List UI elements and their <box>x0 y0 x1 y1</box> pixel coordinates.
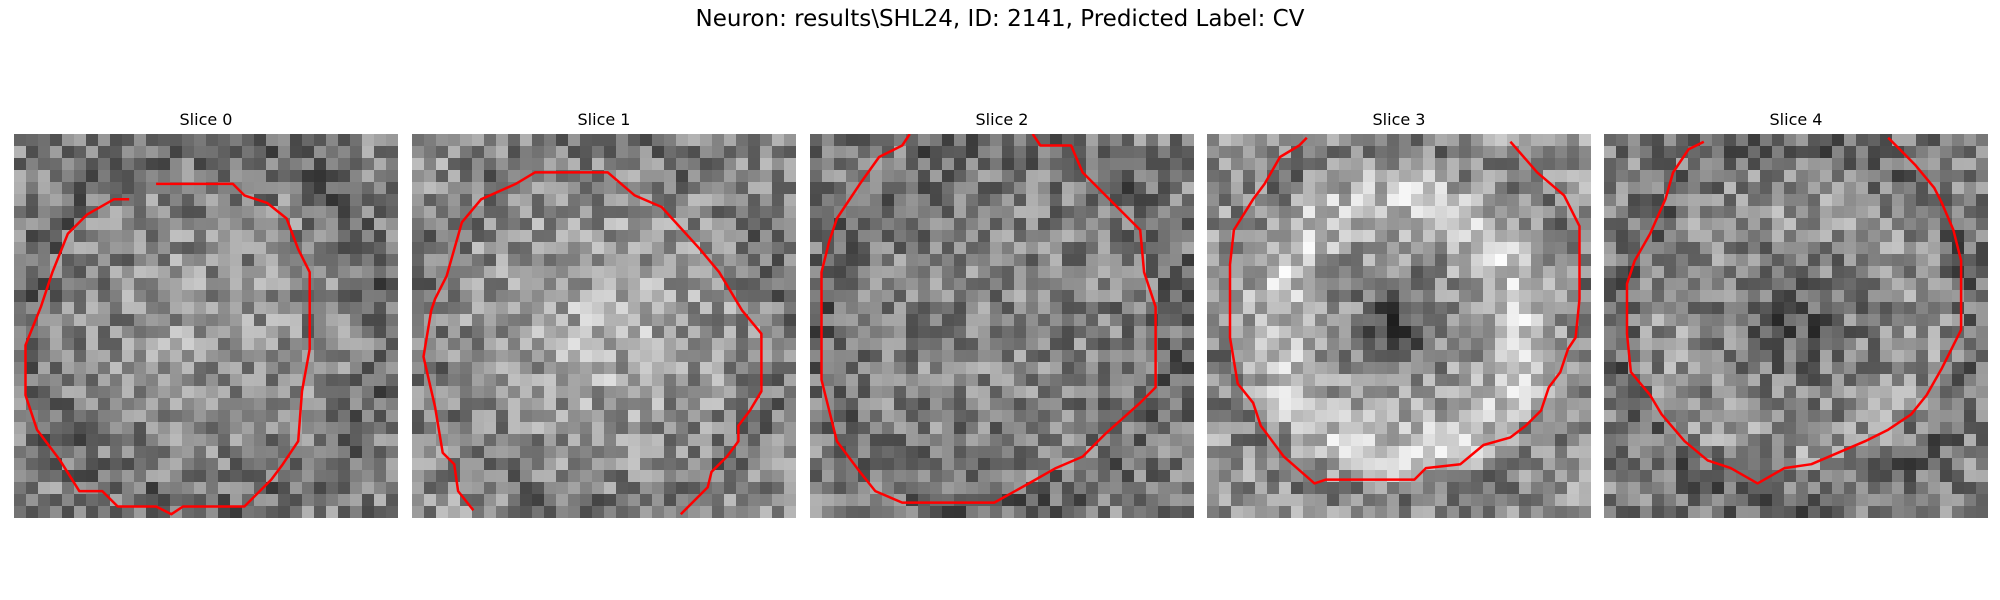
slice-title: Slice 1 <box>577 110 631 129</box>
slice-title: Slice 4 <box>1769 110 1823 129</box>
slice-image <box>14 134 398 518</box>
slice-image <box>810 134 1194 518</box>
slice-title: Slice 0 <box>179 110 233 129</box>
slice-panel-1: Slice 1 <box>412 108 796 518</box>
slice-title: Slice 3 <box>1372 110 1426 129</box>
slice-panel-4: Slice 4 <box>1604 108 1988 518</box>
segmentation-contour <box>820 134 1157 504</box>
segmentation-contour <box>24 182 311 516</box>
slice-image <box>412 134 796 518</box>
slice-image <box>1207 134 1591 518</box>
slice-panel-3: Slice 3 <box>1207 108 1591 518</box>
segmentation-contour <box>1228 136 1581 485</box>
slice-panel-0: Slice 0 <box>14 108 398 518</box>
slice-image <box>1604 134 1988 518</box>
figure-title: Neuron: results\SHL24, ID: 2141, Predict… <box>695 6 1305 32</box>
segmentation-contour <box>1625 136 1963 485</box>
segmentation-contour <box>422 171 763 516</box>
slice-title: Slice 2 <box>975 110 1029 129</box>
slice-panel-2: Slice 2 <box>810 108 1194 518</box>
